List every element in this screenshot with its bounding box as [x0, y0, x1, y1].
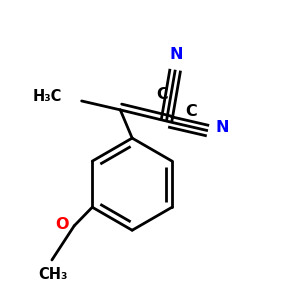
Text: H₃C: H₃C	[33, 89, 62, 104]
Text: C: C	[186, 104, 197, 119]
Text: N: N	[170, 47, 184, 62]
Text: O: O	[55, 217, 68, 232]
Text: C: C	[156, 87, 168, 102]
Text: N: N	[215, 120, 229, 135]
Text: CH₃: CH₃	[39, 266, 68, 281]
